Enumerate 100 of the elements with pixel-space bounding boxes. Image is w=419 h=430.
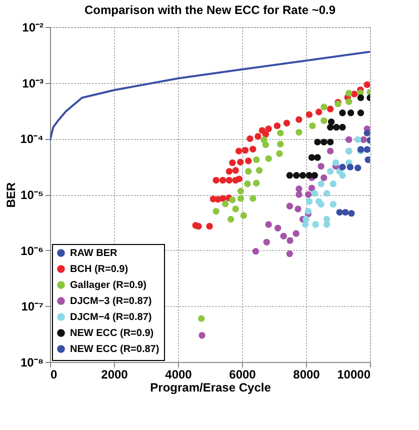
point (357, 110, 364, 116)
point (320, 174, 328, 182)
y-tick-label: 10⁻⁶ (20, 244, 44, 258)
point (265, 155, 272, 162)
point (315, 108, 322, 116)
point (286, 202, 294, 210)
point (336, 208, 343, 216)
point (308, 154, 316, 161)
point (212, 176, 220, 184)
point (308, 184, 316, 192)
point (254, 133, 262, 140)
point (306, 111, 313, 118)
point (253, 180, 260, 186)
point (229, 196, 236, 204)
point (283, 120, 290, 126)
legend-label: BCH (R=0.9) (70, 264, 128, 275)
point (332, 159, 340, 166)
point (306, 198, 313, 205)
point (237, 195, 244, 202)
point (296, 191, 302, 198)
point (222, 200, 229, 208)
point (232, 206, 239, 212)
point (348, 210, 355, 217)
point (311, 190, 318, 197)
point (274, 224, 282, 232)
point (244, 180, 251, 188)
point (326, 168, 334, 175)
x-axis-title: Program/Erase Cycle (150, 380, 272, 394)
point (296, 116, 302, 123)
point (227, 216, 234, 223)
point (232, 167, 239, 174)
point (237, 188, 244, 194)
point (347, 110, 354, 116)
point (212, 208, 220, 215)
point (250, 146, 256, 152)
point (320, 138, 328, 146)
point (330, 180, 337, 188)
x-tick-label: 10000 (337, 368, 371, 382)
point (277, 130, 284, 136)
point (277, 140, 284, 148)
point (318, 180, 324, 188)
point (328, 118, 335, 126)
point (330, 200, 337, 208)
point (237, 158, 244, 166)
point (262, 130, 270, 138)
point (302, 216, 310, 223)
x-tick-label: 4000 (165, 368, 192, 382)
point (245, 168, 252, 175)
point (276, 150, 283, 157)
chart-title: Comparison with the New ECC for Rate ~0.9 (84, 3, 336, 17)
point (304, 208, 312, 215)
point (315, 198, 322, 205)
point (364, 81, 370, 88)
point (318, 162, 324, 170)
point (304, 191, 312, 198)
point (226, 176, 233, 184)
point (354, 136, 362, 144)
x-tick-label: 2000 (101, 368, 128, 382)
point (274, 122, 281, 130)
point (333, 124, 340, 131)
point (326, 106, 334, 112)
point (206, 222, 213, 230)
y-tick-label: 10⁻² (22, 20, 44, 34)
point (293, 172, 300, 179)
point (312, 221, 319, 228)
point (323, 190, 330, 197)
x-tick-label: 6000 (229, 368, 256, 382)
point (253, 156, 260, 164)
point (346, 98, 352, 106)
point (242, 146, 249, 154)
point (198, 315, 205, 322)
point (357, 94, 364, 102)
point (235, 148, 242, 154)
point (360, 136, 367, 144)
point (236, 176, 242, 182)
point (364, 146, 370, 153)
x-tick-label: 8000 (293, 368, 320, 382)
point (250, 195, 256, 202)
point (286, 172, 294, 179)
point (339, 164, 346, 170)
point (320, 117, 328, 124)
y-tick-label: 10⁻⁵ (20, 188, 44, 202)
point (296, 186, 302, 192)
point (339, 110, 346, 116)
point (364, 156, 370, 164)
legend-label: DJCM−4 (R=0.87) (70, 312, 152, 323)
line-series (50, 50, 370, 142)
y-tick-label: 10⁻³ (22, 76, 44, 90)
point (346, 136, 352, 144)
point (314, 154, 321, 161)
point (219, 176, 226, 184)
point (339, 172, 346, 179)
point (252, 248, 260, 255)
point (320, 104, 328, 110)
point (314, 138, 321, 146)
y-axis-title: BER (4, 182, 18, 208)
point (226, 168, 233, 175)
point (323, 216, 330, 223)
point (265, 125, 272, 132)
legend-label: DJCM−3 (R=0.87) (70, 296, 152, 307)
